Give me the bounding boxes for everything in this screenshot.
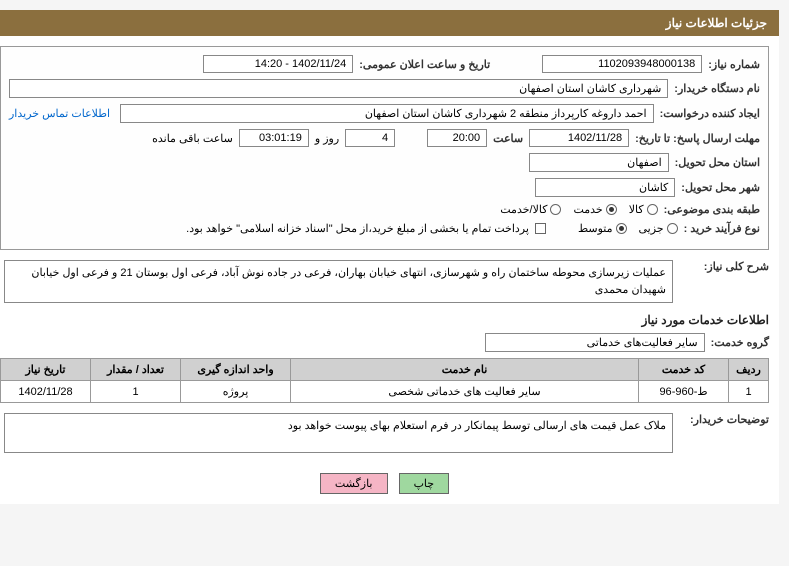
purchase-type-label: نوع فرآیند خرید : — [684, 222, 760, 235]
radio-goods-service-label: کالا/خدمت — [500, 203, 547, 216]
payment-checkbox[interactable] — [535, 223, 546, 234]
td-qty: 1 — [91, 381, 181, 403]
delivery-province-label: استان محل تحویل: — [675, 156, 760, 169]
td-name: سایر فعالیت های خدماتی شخصی — [291, 381, 639, 403]
radio-goods-label: کالا — [629, 203, 644, 216]
requester-field: احمد داروغه کارپرداز منطقه 2 شهرداری کاش… — [120, 104, 654, 123]
back-button[interactable]: بازگشت — [320, 473, 388, 494]
radio-minor[interactable]: جزیی — [639, 222, 678, 235]
page-header: جزئیات اطلاعات نیاز — [0, 10, 779, 36]
th-unit: واحد اندازه گیری — [181, 359, 291, 381]
radio-service[interactable]: خدمت — [573, 203, 616, 216]
row-delivery-province: استان محل تحویل: اصفهان — [9, 153, 760, 172]
main-container: جزئیات اطلاعات نیاز شماره نیاز: 11020939… — [0, 10, 779, 504]
contact-link[interactable]: اطلاعات تماس خریدار — [9, 107, 110, 120]
form-panel: شماره نیاز: 1102093948000138 تاریخ و ساع… — [0, 46, 769, 250]
category-radio-group: کالا خدمت کالا/خدمت — [500, 203, 657, 216]
need-number-label: شماره نیاز: — [708, 58, 760, 71]
service-group-label: گروه خدمت: — [711, 336, 769, 349]
description-label: شرح کلی نیاز: — [679, 260, 769, 273]
buyer-notes-text: ملاک عمل قیمت های ارسالی توسط پیمانکار د… — [4, 413, 673, 453]
header-title: جزئیات اطلاعات نیاز — [666, 16, 767, 30]
delivery-city-field: کاشان — [535, 178, 675, 197]
row-category: طبقه بندی موضوعی: کالا خدمت کالا/خدمت — [9, 203, 760, 216]
need-number-field: 1102093948000138 — [542, 55, 702, 73]
service-group-field: سایر فعالیت‌های خدماتی — [485, 333, 705, 352]
deadline-label: مهلت ارسال پاسخ: تا تاریخ: — [635, 132, 760, 145]
remaining-time-field: 03:01:19 — [239, 129, 309, 147]
requester-label: ایجاد کننده درخواست: — [660, 107, 760, 120]
radio-goods[interactable]: کالا — [629, 203, 658, 216]
td-unit: پروژه — [181, 381, 291, 403]
row-deadline: مهلت ارسال پاسخ: تا تاریخ: 1402/11/28 سا… — [9, 129, 760, 147]
services-table: ردیف کد خدمت نام خدمت واحد اندازه گیری ت… — [0, 358, 769, 403]
th-date: تاریخ نیاز — [1, 359, 91, 381]
description-text: عملیات زیرسازی محوطه ساختمان راه و شهرسا… — [4, 260, 673, 303]
row-purchase-type: نوع فرآیند خرید : جزیی متوسط پرداخت تمام… — [9, 222, 760, 235]
th-row: ردیف — [729, 359, 769, 381]
table-row: 1 ط-960-96 سایر فعالیت های خدماتی شخصی پ… — [1, 381, 769, 403]
radio-medium-label: متوسط — [578, 222, 613, 235]
td-date: 1402/11/28 — [1, 381, 91, 403]
button-row: چاپ بازگشت — [0, 463, 779, 504]
row-need-number: شماره نیاز: 1102093948000138 تاریخ و ساع… — [9, 55, 760, 73]
deadline-date-field: 1402/11/28 — [529, 129, 629, 147]
row-description: شرح کلی نیاز: عملیات زیرسازی محوطه ساختم… — [0, 260, 769, 303]
row-requester: ایجاد کننده درخواست: احمد داروغه کارپردا… — [9, 104, 760, 123]
days-and-label: روز و — [315, 132, 339, 145]
buyer-notes-label: توضیحات خریدار: — [679, 413, 769, 426]
deadline-time-field: 20:00 — [427, 129, 487, 147]
announce-date-field: 1402/11/24 - 14:20 — [203, 55, 353, 73]
category-label: طبقه بندی موضوعی: — [664, 203, 760, 216]
buyer-org-field: شهرداری کاشان استان اصفهان — [9, 79, 668, 98]
td-code: ط-960-96 — [639, 381, 729, 403]
td-row: 1 — [729, 381, 769, 403]
announce-date-label: تاریخ و ساعت اعلان عمومی: — [359, 58, 490, 71]
row-service-group: گروه خدمت: سایر فعالیت‌های خدماتی — [0, 333, 769, 352]
purchase-type-radio-group: جزیی متوسط — [578, 222, 678, 235]
buyer-org-label: نام دستگاه خریدار: — [674, 82, 760, 95]
radio-medium-icon — [616, 223, 627, 234]
radio-medium[interactable]: متوسط — [578, 222, 627, 235]
time-label: ساعت — [493, 132, 523, 145]
radio-goods-icon — [647, 204, 658, 215]
remaining-label: ساعت باقی مانده — [152, 132, 233, 145]
remaining-days-field: 4 — [345, 129, 395, 147]
delivery-city-label: شهر محل تحویل: — [681, 181, 760, 194]
radio-minor-label: جزیی — [639, 222, 664, 235]
radio-minor-icon — [667, 223, 678, 234]
radio-service-label: خدمت — [573, 203, 602, 216]
row-buyer-notes: توضیحات خریدار: ملاک عمل قیمت های ارسالی… — [0, 413, 769, 453]
row-buyer-org: نام دستگاه خریدار: شهرداری کاشان استان ا… — [9, 79, 760, 98]
radio-service-icon — [606, 204, 617, 215]
th-code: کد خدمت — [639, 359, 729, 381]
table-header-row: ردیف کد خدمت نام خدمت واحد اندازه گیری ت… — [1, 359, 769, 381]
services-section-title: اطلاعات خدمات مورد نیاز — [0, 313, 769, 327]
radio-goods-service[interactable]: کالا/خدمت — [500, 203, 561, 216]
radio-goods-service-icon — [550, 204, 561, 215]
payment-note: پرداخت تمام یا بخشی از مبلغ خرید،از محل … — [186, 222, 529, 235]
delivery-province-field: اصفهان — [529, 153, 669, 172]
row-delivery-city: شهر محل تحویل: کاشان — [9, 178, 760, 197]
th-name: نام خدمت — [291, 359, 639, 381]
print-button[interactable]: چاپ — [399, 473, 450, 494]
th-qty: تعداد / مقدار — [91, 359, 181, 381]
